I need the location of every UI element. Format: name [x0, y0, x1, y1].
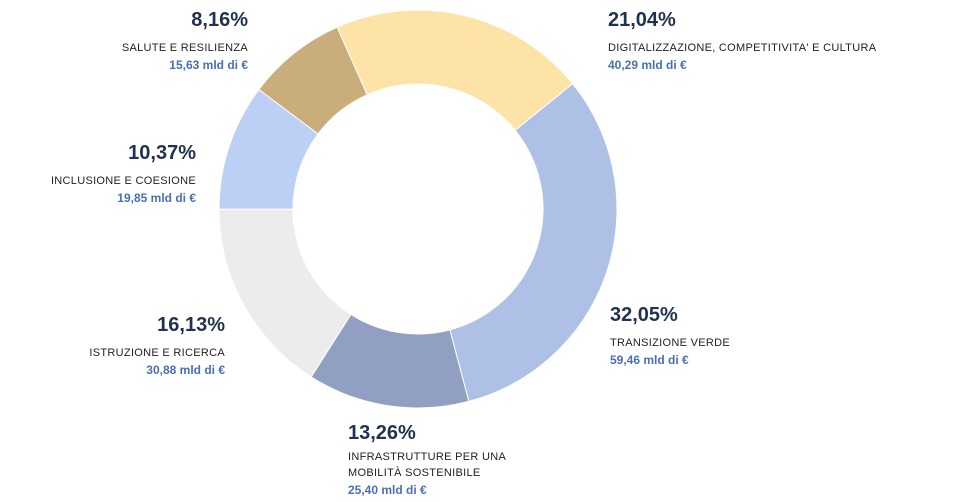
donut-segment: [258, 26, 368, 135]
category-label: DIGITALIZZAZIONE, COMPETITIVITA' E CULTU…: [608, 42, 877, 54]
segment-label: 13,26% INFRASTRUTTURE PER UNA MOBILITÀ SO…: [348, 421, 558, 499]
category-label: ISTRUZIONE E RICERCA: [89, 347, 225, 359]
percent-label: 13,26%: [348, 422, 416, 444]
segment-label: 10,37% INCLUSIONE E COESIONE 19,85 mld di …: [0, 141, 196, 207]
percent-label: 32,05%: [610, 304, 678, 326]
segment-label: 16,13% ISTRUZIONE E RICERCA 30,88 mld di €: [0, 313, 225, 379]
amount-label: 19,85 mld di €: [117, 191, 196, 205]
amount-label: 30,88 mld di €: [146, 363, 225, 377]
amount-label: 59,46 mld di €: [610, 353, 689, 367]
donut-segment: [336, 9, 574, 132]
segment-label: 32,05% TRANSIZIONE VERDE 59,46 mld di €: [610, 303, 870, 369]
segment-label: 8,16% SALUTE E RESILIENZA 15,63 mld di €: [8, 8, 248, 74]
category-label: INCLUSIONE E COESIONE: [50, 175, 196, 187]
percent-label: 10,37%: [128, 142, 196, 164]
category-label: TRANSIZIONE VERDE: [610, 337, 731, 349]
percent-label: 21,04%: [608, 9, 676, 31]
amount-label: 15,63 mld di €: [169, 58, 248, 72]
percent-label: 16,13%: [157, 314, 225, 336]
percent-label: 8,16%: [191, 9, 248, 31]
donut-segment: [449, 83, 618, 403]
amount-label: 25,40 mld di €: [348, 483, 427, 497]
category-label: SALUTE E RESILIENZA: [121, 42, 248, 54]
amount-label: 40,29 mld di €: [608, 58, 687, 72]
segment-label: 21,04% DIGITALIZZAZIONE, COMPETITIVITA' E…: [608, 8, 948, 74]
category-label: INFRASTRUTTURE PER UNA MOBILITÀ SOSTENIB…: [348, 451, 506, 479]
